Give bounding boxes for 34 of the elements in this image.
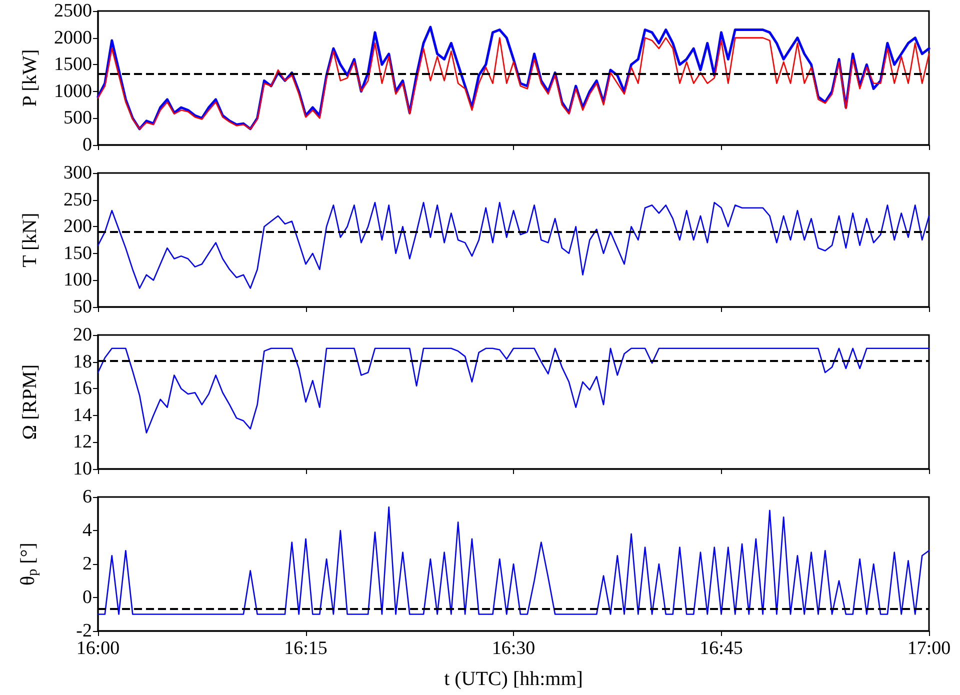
y-axis-title: θp [°]	[17, 542, 40, 586]
y-tick-label: 200	[64, 216, 92, 238]
x-tick-label: 17:00	[907, 638, 951, 659]
y-tick-label: 1500	[54, 54, 92, 76]
y-tick-label: 0	[82, 134, 92, 156]
y-tick-label: 300	[64, 162, 92, 184]
y-tick-label: 14	[73, 404, 92, 426]
y-tick-label: 0	[82, 587, 92, 608]
line-series	[97, 348, 930, 434]
line-series	[97, 202, 930, 289]
x-axis-title: t (UTC) [hh:mm]	[444, 668, 583, 690]
y-axis-title: T [kN]	[19, 212, 41, 268]
y-tick-label: 18	[73, 351, 92, 372]
line-series	[97, 506, 930, 615]
y-tick-label: 150	[64, 242, 92, 264]
y-tick-label: 4	[82, 520, 92, 541]
y-tick-label: 12	[73, 432, 92, 453]
x-tick-label: 16:30	[492, 638, 536, 659]
y-tick-label: 50	[73, 296, 92, 318]
x-tick-label: 16:15	[284, 638, 328, 659]
y-axis-title: P [kW]	[19, 49, 41, 107]
y-tick-label: 2500	[54, 0, 92, 22]
y-tick-label: 20	[73, 324, 92, 346]
y-tick-label: 16	[73, 378, 92, 400]
y-tick-label: 100	[64, 270, 92, 291]
y-tick-label: 2000	[54, 27, 92, 48]
y-tick-label: 6	[82, 486, 92, 508]
x-tick-label: 16:45	[700, 638, 743, 659]
y-tick-label: 1000	[54, 80, 92, 102]
y-tick-label: 500	[64, 108, 92, 129]
y-tick-label: 10	[73, 458, 92, 480]
y-tick-label: 250	[64, 189, 92, 210]
y-axis-title: Ω [RPM]	[19, 364, 41, 440]
y-tick-label: 2	[82, 554, 92, 574]
